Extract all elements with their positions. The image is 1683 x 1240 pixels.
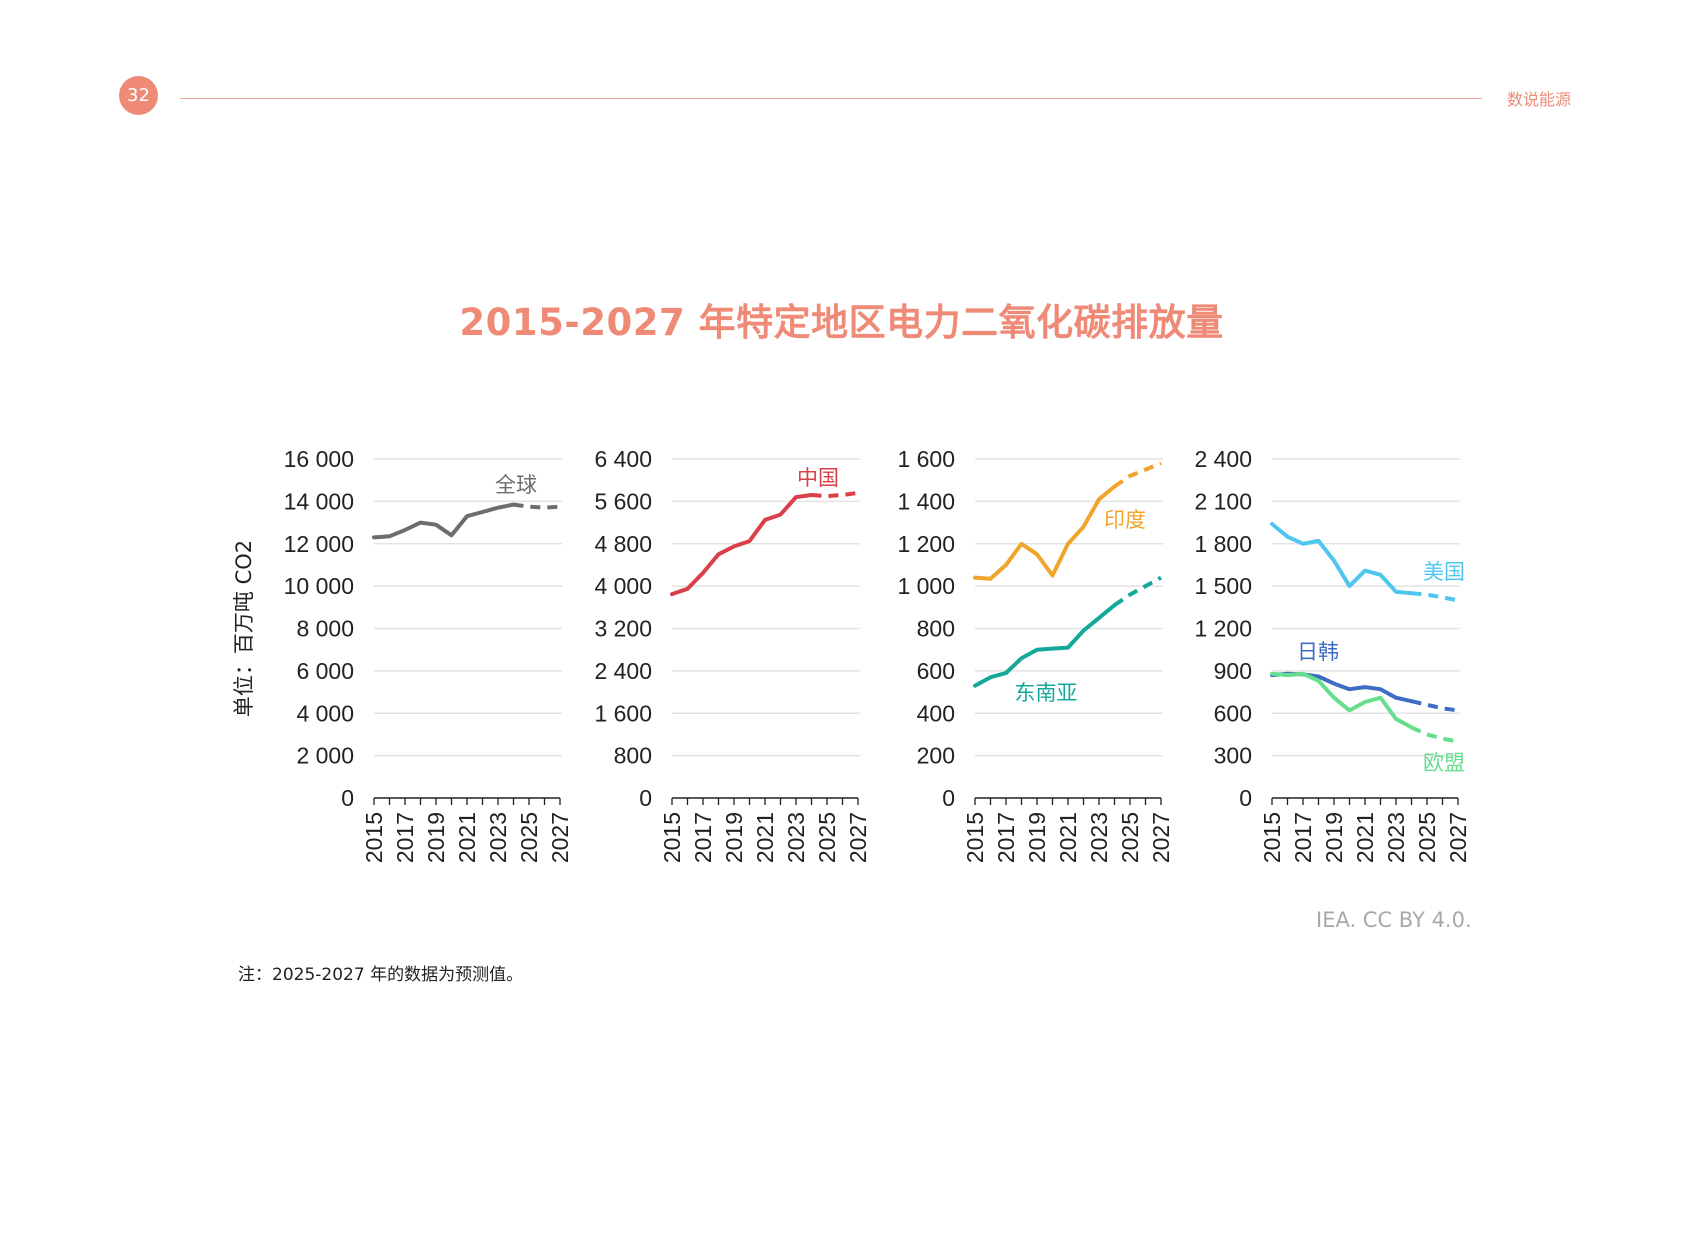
y-tick-label: 8 000	[296, 616, 354, 642]
series-label: 日韩	[1297, 640, 1339, 664]
y-tick-label: 6 400	[594, 446, 652, 472]
source-credit: IEA. CC BY 4.0.	[1316, 908, 1472, 932]
x-tick-label: 2027	[1148, 812, 1174, 863]
y-tick-label: 16 000	[284, 446, 354, 472]
y-tick-label: 12 000	[284, 531, 354, 557]
y-tick-label: 14 000	[284, 488, 354, 514]
series-forecast-line-2-1	[1113, 575, 1162, 607]
x-tick-label: 2021	[1055, 812, 1081, 863]
x-tick-label: 2019	[423, 812, 449, 863]
y-tick-label: 1 200	[897, 531, 955, 557]
series-line-1-0	[670, 493, 814, 597]
series-label: 全球	[495, 473, 537, 497]
x-tick-label: 2023	[485, 812, 511, 863]
y-tick-label: 2 100	[1194, 488, 1252, 514]
y-tick-label: 0	[1239, 785, 1252, 811]
x-tick-label: 2021	[1352, 812, 1378, 863]
chart-title: 2015-2027 年特定地区电力二氧化碳排放量	[459, 301, 1224, 344]
x-tick-label: 2015	[659, 812, 685, 863]
y-tick-label: 900	[1214, 658, 1252, 684]
page-number-badge: 32	[119, 76, 158, 115]
series-label: 欧盟	[1423, 751, 1465, 775]
y-tick-label: 0	[942, 785, 955, 811]
y-tick-label: 200	[917, 743, 955, 769]
series-line-3-0	[1270, 522, 1414, 596]
y-tick-label: 4 800	[594, 531, 652, 557]
x-tick-label: 2021	[454, 812, 480, 863]
series-line-3-2	[1270, 671, 1414, 730]
x-tick-label: 2019	[1321, 812, 1347, 863]
y-tick-label: 10 000	[284, 573, 354, 599]
series-label: 印度	[1104, 508, 1146, 532]
y-tick-label: 1 000	[897, 573, 955, 599]
series-forecast-line-0-0	[513, 502, 561, 510]
series-forecast-line-3-1	[1411, 699, 1459, 713]
series-forecast-line-3-0	[1411, 591, 1459, 603]
header-rule	[180, 98, 1482, 99]
x-tick-label: 2017	[993, 812, 1019, 863]
y-tick-label: 6 000	[296, 658, 354, 684]
x-tick-label: 2017	[1290, 812, 1316, 863]
y-tick-label: 1 600	[594, 700, 652, 726]
y-tick-label: 400	[917, 700, 955, 726]
x-tick-label: 2023	[1383, 812, 1409, 863]
y-tick-label: 2 000	[296, 743, 354, 769]
x-tick-label: 2019	[1024, 812, 1050, 863]
y-tick-label: 800	[917, 616, 955, 642]
y-tick-label: 1 800	[1194, 531, 1252, 557]
y-tick-label: 600	[917, 658, 955, 684]
y-tick-label: 0	[639, 785, 652, 811]
section-label: 数说能源	[1506, 90, 1571, 109]
y-tick-label: 2 400	[594, 658, 652, 684]
series-line-2-0	[973, 484, 1117, 581]
y-tick-label: 4 000	[594, 573, 652, 599]
series-line-0-0	[372, 502, 516, 540]
y-tick-label: 1 400	[897, 488, 955, 514]
x-tick-label: 2027	[845, 812, 871, 863]
y-tick-label: 800	[614, 743, 652, 769]
footnote: 注：2025-2027 年的数据为预测值。	[238, 965, 524, 985]
x-tick-label: 2025	[1414, 812, 1440, 863]
x-tick-label: 2027	[1445, 812, 1471, 863]
y-axis-label: 单位：百万吨 CO2	[232, 540, 256, 717]
series-label: 美国	[1423, 560, 1465, 584]
series-forecast-line-1-0	[811, 490, 859, 499]
x-tick-label: 2015	[361, 812, 387, 863]
x-tick-label: 2025	[814, 812, 840, 863]
y-tick-label: 2 400	[1194, 446, 1252, 472]
y-tick-label: 300	[1214, 743, 1252, 769]
y-tick-label: 3 200	[594, 616, 652, 642]
x-tick-label: 2015	[1259, 812, 1285, 863]
x-tick-label: 2019	[721, 812, 747, 863]
x-tick-label: 2027	[547, 812, 573, 863]
y-tick-label: 4 000	[296, 700, 354, 726]
y-tick-label: 600	[1214, 700, 1252, 726]
x-tick-label: 2015	[962, 812, 988, 863]
y-tick-label: 1 200	[1194, 616, 1252, 642]
x-tick-label: 2023	[783, 812, 809, 863]
y-tick-label: 1 600	[897, 446, 955, 472]
x-tick-label: 2017	[392, 812, 418, 863]
series-line-2-1	[973, 603, 1117, 688]
x-tick-label: 2025	[1117, 812, 1143, 863]
x-tick-label: 2025	[516, 812, 542, 863]
series-forecast-line-2-0	[1113, 461, 1162, 489]
x-tick-label: 2017	[690, 812, 716, 863]
y-tick-label: 5 600	[594, 488, 652, 514]
series-label: 东南亚	[1015, 681, 1078, 705]
series-label: 中国	[797, 466, 839, 490]
series-line-3-1	[1270, 671, 1414, 704]
series-forecast-line-3-2	[1410, 725, 1459, 744]
y-tick-label: 0	[341, 785, 354, 811]
x-tick-label: 2021	[752, 812, 778, 863]
x-tick-label: 2023	[1086, 812, 1112, 863]
y-tick-label: 1 500	[1194, 573, 1252, 599]
